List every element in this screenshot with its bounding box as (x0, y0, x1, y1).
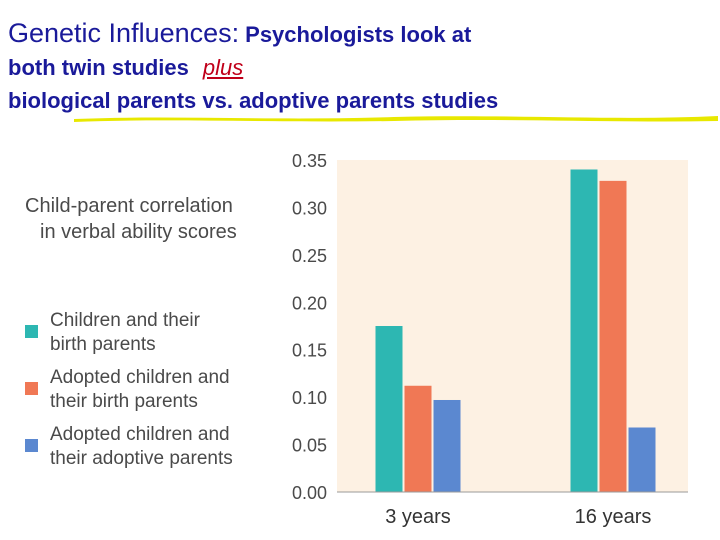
legend-label-adopted-birth-line-2: their birth parents (50, 391, 198, 412)
title-tail: Psychologists look at (245, 22, 472, 47)
y-axis-label-line-2: in verbal ability scores (40, 221, 237, 243)
y-axis-ticks: 0.00 0.05 0.10 0.15 0.20 0.25 0.30 0.35 (292, 151, 327, 503)
legend-swatch-adopted-birth (25, 382, 38, 395)
y-tick-label: 0.10 (292, 388, 327, 408)
y-tick-label: 0.00 (292, 483, 327, 503)
y-tick-label: 0.15 (292, 341, 327, 361)
title-line-1: Genetic Influences: Psychologists look at (8, 18, 471, 49)
bar (404, 385, 432, 492)
x-tick-label: 3 years (385, 506, 451, 528)
legend-label-adopted-adoptive: Adopted children and their adoptive pare… (50, 423, 300, 471)
legend-label-adopted-adoptive-line-1: Adopted children and (50, 424, 230, 445)
bar (375, 326, 403, 492)
y-tick-label: 0.20 (292, 293, 327, 313)
y-tick-label: 0.05 (292, 436, 327, 456)
bar (628, 427, 656, 492)
legend-swatch-birth (25, 325, 38, 338)
legend-label-birth-line-2: birth parents (50, 334, 156, 355)
title-line-2-text: both twin studies (8, 55, 189, 80)
title-line-2: both twin studies plus (8, 55, 243, 81)
legend-swatch-adopted-adoptive (25, 439, 38, 452)
legend-label-birth-line-1: Children and their (50, 310, 200, 331)
bars-group (375, 169, 656, 492)
y-tick-label: 0.35 (292, 151, 327, 171)
legend-label-adopted-birth-line-1: Adopted children and (50, 367, 230, 388)
title-main: Genetic Influences: (8, 18, 240, 48)
y-axis-label-line-1: Child-parent correlation (25, 195, 233, 217)
bar (599, 180, 627, 492)
y-tick-label: 0.30 (292, 198, 327, 218)
y-axis-label: Child-parent correlation in verbal abili… (25, 193, 237, 245)
legend-label-adopted-adoptive-line-2: their adoptive parents (50, 448, 233, 469)
bar (570, 169, 598, 492)
highlight-underline (74, 116, 718, 122)
x-tick-label: 16 years (575, 506, 652, 528)
x-axis-labels: 3 years 16 years (385, 506, 651, 528)
title-line-3: biological parents vs. adoptive parents … (8, 88, 499, 113)
legend-label-birth: Children and their birth parents (50, 309, 300, 357)
underline-stroke (74, 116, 718, 122)
title-plus: plus (202, 55, 244, 80)
y-tick-label: 0.25 (292, 246, 327, 266)
bar (433, 399, 461, 492)
legend-label-adopted-birth: Adopted children and their birth parents (50, 366, 300, 414)
